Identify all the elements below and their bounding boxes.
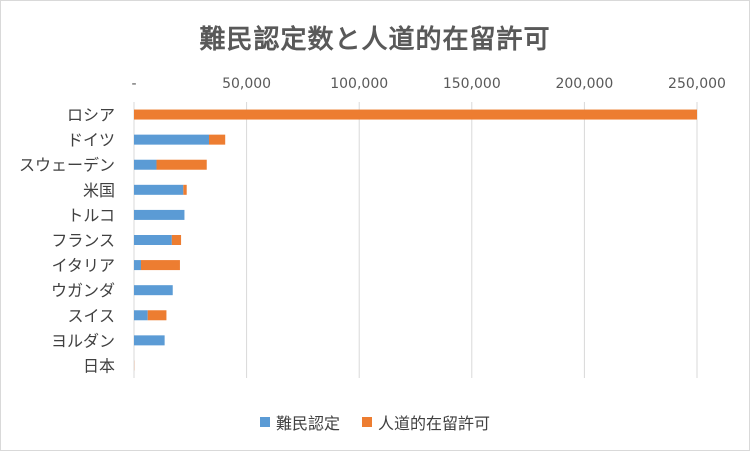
category-label: トルコ	[67, 206, 115, 225]
bar-recognized	[134, 134, 209, 145]
chart-title: 難民認定数と人道的在留許可	[199, 25, 551, 55]
x-tick-label: 50,000	[222, 76, 271, 92]
legend-swatch-recognized	[259, 417, 270, 427]
legend-label-recognized: 難民認定	[275, 414, 340, 433]
bar-recognized	[134, 235, 172, 245]
bar-humanitarian	[156, 159, 207, 170]
x-tick-label: 250,000	[668, 76, 726, 92]
legend-label-humanitarian: 人道的在留許可	[378, 414, 491, 433]
category-label: スイス	[67, 306, 115, 325]
bar-humanitarian	[208, 134, 226, 145]
category-label: フランス	[51, 231, 115, 250]
bar-humanitarian	[147, 310, 167, 321]
category-label: ロシア	[67, 106, 115, 125]
bar-humanitarian	[140, 260, 180, 271]
bar-humanitarian	[134, 109, 697, 120]
category-label: ヨルダン	[51, 331, 115, 350]
bar-recognized	[134, 159, 157, 170]
bar-humanitarian	[183, 184, 187, 195]
category-label: 米国	[83, 181, 115, 200]
bar-recognized	[134, 335, 165, 346]
category-label: ウガンダ	[51, 281, 115, 300]
legend-swatch-humanitarian	[362, 417, 372, 427]
bar-recognized	[134, 285, 173, 296]
x-axis-ticks: - 50,000 100,000 150,000 200,000 250,000	[131, 76, 725, 92]
bar-recognized	[134, 184, 184, 195]
legend: 難民認定 人道的在留許可	[1, 410, 749, 434]
bar-humanitarian	[171, 235, 182, 245]
category-label: ドイツ	[67, 131, 115, 150]
bar-recognized	[134, 209, 185, 220]
legend-item-recognized: 難民認定	[259, 410, 340, 434]
x-tick-label: 200,000	[555, 76, 613, 92]
category-label: 日本	[83, 356, 115, 375]
bars	[134, 109, 697, 371]
gridlines	[133, 102, 698, 378]
bar-recognized	[134, 260, 141, 271]
x-tick-label: 150,000	[443, 76, 501, 92]
category-label: イタリア	[52, 256, 115, 275]
legend-item-humanitarian: 人道的在留許可	[362, 410, 490, 434]
x-tick-label: -	[131, 76, 136, 92]
bar-recognized	[134, 310, 148, 321]
category-label: スウェーデン	[19, 156, 115, 175]
x-tick-label: 100,000	[330, 76, 388, 92]
